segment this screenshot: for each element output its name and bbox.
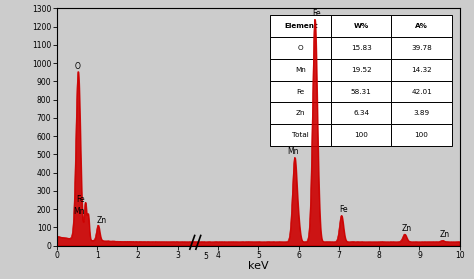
Text: Zn: Zn — [96, 216, 106, 225]
Text: Zn: Zn — [440, 230, 450, 239]
X-axis label: keV: keV — [248, 261, 269, 271]
Text: Mn: Mn — [73, 207, 85, 216]
Text: 5: 5 — [203, 252, 209, 261]
Text: Fe: Fe — [76, 195, 85, 204]
Text: Zn: Zn — [402, 224, 412, 233]
Text: Fe: Fe — [339, 205, 348, 214]
Text: Mn: Mn — [287, 148, 298, 157]
Text: Fe: Fe — [312, 9, 321, 18]
Text: O: O — [75, 62, 81, 71]
